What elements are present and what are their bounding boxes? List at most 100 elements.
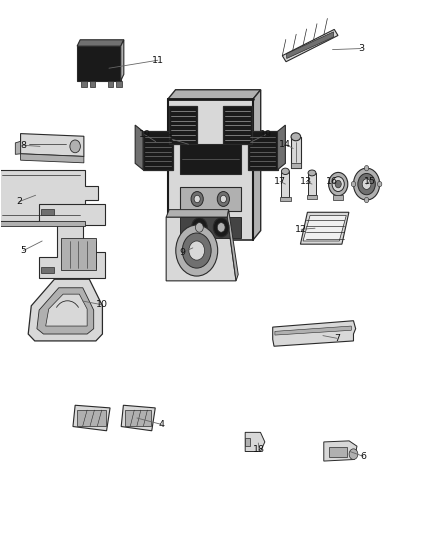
Polygon shape	[227, 209, 238, 281]
Polygon shape	[300, 212, 349, 244]
Polygon shape	[245, 432, 265, 451]
Polygon shape	[324, 441, 357, 461]
Circle shape	[220, 195, 226, 203]
Bar	[333, 195, 343, 200]
Polygon shape	[81, 80, 87, 87]
Circle shape	[217, 191, 230, 206]
Ellipse shape	[282, 168, 289, 174]
Polygon shape	[37, 288, 94, 334]
Polygon shape	[90, 80, 95, 87]
Circle shape	[335, 180, 341, 188]
Bar	[329, 447, 347, 457]
Circle shape	[191, 191, 203, 206]
Polygon shape	[303, 215, 346, 241]
Polygon shape	[125, 410, 151, 426]
Circle shape	[332, 176, 344, 191]
Polygon shape	[39, 204, 105, 278]
Circle shape	[353, 168, 380, 200]
Circle shape	[213, 218, 229, 237]
Circle shape	[182, 233, 211, 268]
Circle shape	[349, 449, 358, 459]
Text: 8: 8	[21, 141, 26, 150]
Text: 5: 5	[21, 246, 26, 255]
Circle shape	[358, 173, 375, 195]
Polygon shape	[248, 132, 278, 169]
Polygon shape	[121, 405, 155, 431]
Ellipse shape	[308, 170, 316, 176]
Circle shape	[351, 181, 356, 187]
Polygon shape	[21, 154, 84, 163]
Polygon shape	[166, 209, 229, 217]
Bar	[282, 171, 289, 197]
Polygon shape	[21, 134, 84, 157]
Circle shape	[176, 225, 218, 276]
Polygon shape	[46, 294, 87, 326]
Circle shape	[378, 181, 382, 187]
Polygon shape	[28, 279, 102, 341]
Text: 4: 4	[159, 420, 164, 429]
Polygon shape	[273, 321, 356, 346]
Text: 6: 6	[360, 452, 366, 461]
Bar	[245, 438, 250, 446]
Polygon shape	[117, 80, 122, 87]
Polygon shape	[73, 405, 110, 431]
Circle shape	[364, 197, 369, 203]
Bar	[169, 106, 197, 144]
Bar	[308, 173, 316, 195]
Bar	[307, 195, 317, 199]
Polygon shape	[77, 40, 124, 46]
Text: 15: 15	[364, 177, 376, 186]
Bar	[280, 197, 290, 201]
Circle shape	[217, 223, 225, 232]
Ellipse shape	[291, 133, 300, 141]
Polygon shape	[108, 80, 113, 87]
Polygon shape	[278, 125, 286, 169]
Text: 10: 10	[96, 300, 108, 309]
Circle shape	[191, 218, 207, 237]
Text: 19: 19	[139, 130, 151, 139]
Bar	[291, 164, 300, 167]
Text: 9: 9	[179, 248, 185, 257]
Text: 18: 18	[253, 446, 265, 455]
Circle shape	[194, 195, 200, 203]
Bar	[61, 238, 96, 270]
Polygon shape	[253, 90, 261, 240]
Polygon shape	[168, 90, 261, 99]
Bar	[180, 187, 241, 211]
Circle shape	[189, 241, 205, 260]
Bar	[180, 217, 241, 238]
Bar	[180, 144, 241, 174]
Text: 13: 13	[300, 177, 312, 186]
Polygon shape	[143, 132, 173, 169]
Text: 12: 12	[295, 225, 307, 234]
Circle shape	[364, 165, 369, 171]
Polygon shape	[287, 32, 333, 59]
Polygon shape	[15, 141, 21, 155]
Text: 11: 11	[152, 56, 164, 64]
Polygon shape	[275, 326, 351, 335]
Bar	[291, 137, 300, 167]
Text: 2: 2	[16, 197, 22, 206]
Polygon shape	[168, 99, 253, 240]
Bar	[41, 208, 54, 215]
Circle shape	[195, 223, 203, 232]
Polygon shape	[135, 125, 143, 169]
Text: 7: 7	[334, 334, 340, 343]
Text: 19: 19	[260, 130, 272, 139]
Polygon shape	[121, 40, 124, 80]
Polygon shape	[77, 46, 121, 80]
Text: 3: 3	[358, 44, 364, 53]
Bar	[223, 106, 252, 144]
Text: 16: 16	[325, 177, 338, 186]
Circle shape	[362, 179, 371, 189]
Circle shape	[328, 172, 348, 196]
Polygon shape	[283, 29, 338, 62]
Polygon shape	[0, 169, 98, 221]
Bar	[41, 267, 54, 273]
Polygon shape	[0, 221, 85, 226]
Polygon shape	[77, 410, 106, 426]
Polygon shape	[166, 217, 236, 281]
Circle shape	[70, 140, 81, 153]
Text: 17: 17	[274, 177, 286, 186]
Text: 1: 1	[168, 134, 174, 143]
